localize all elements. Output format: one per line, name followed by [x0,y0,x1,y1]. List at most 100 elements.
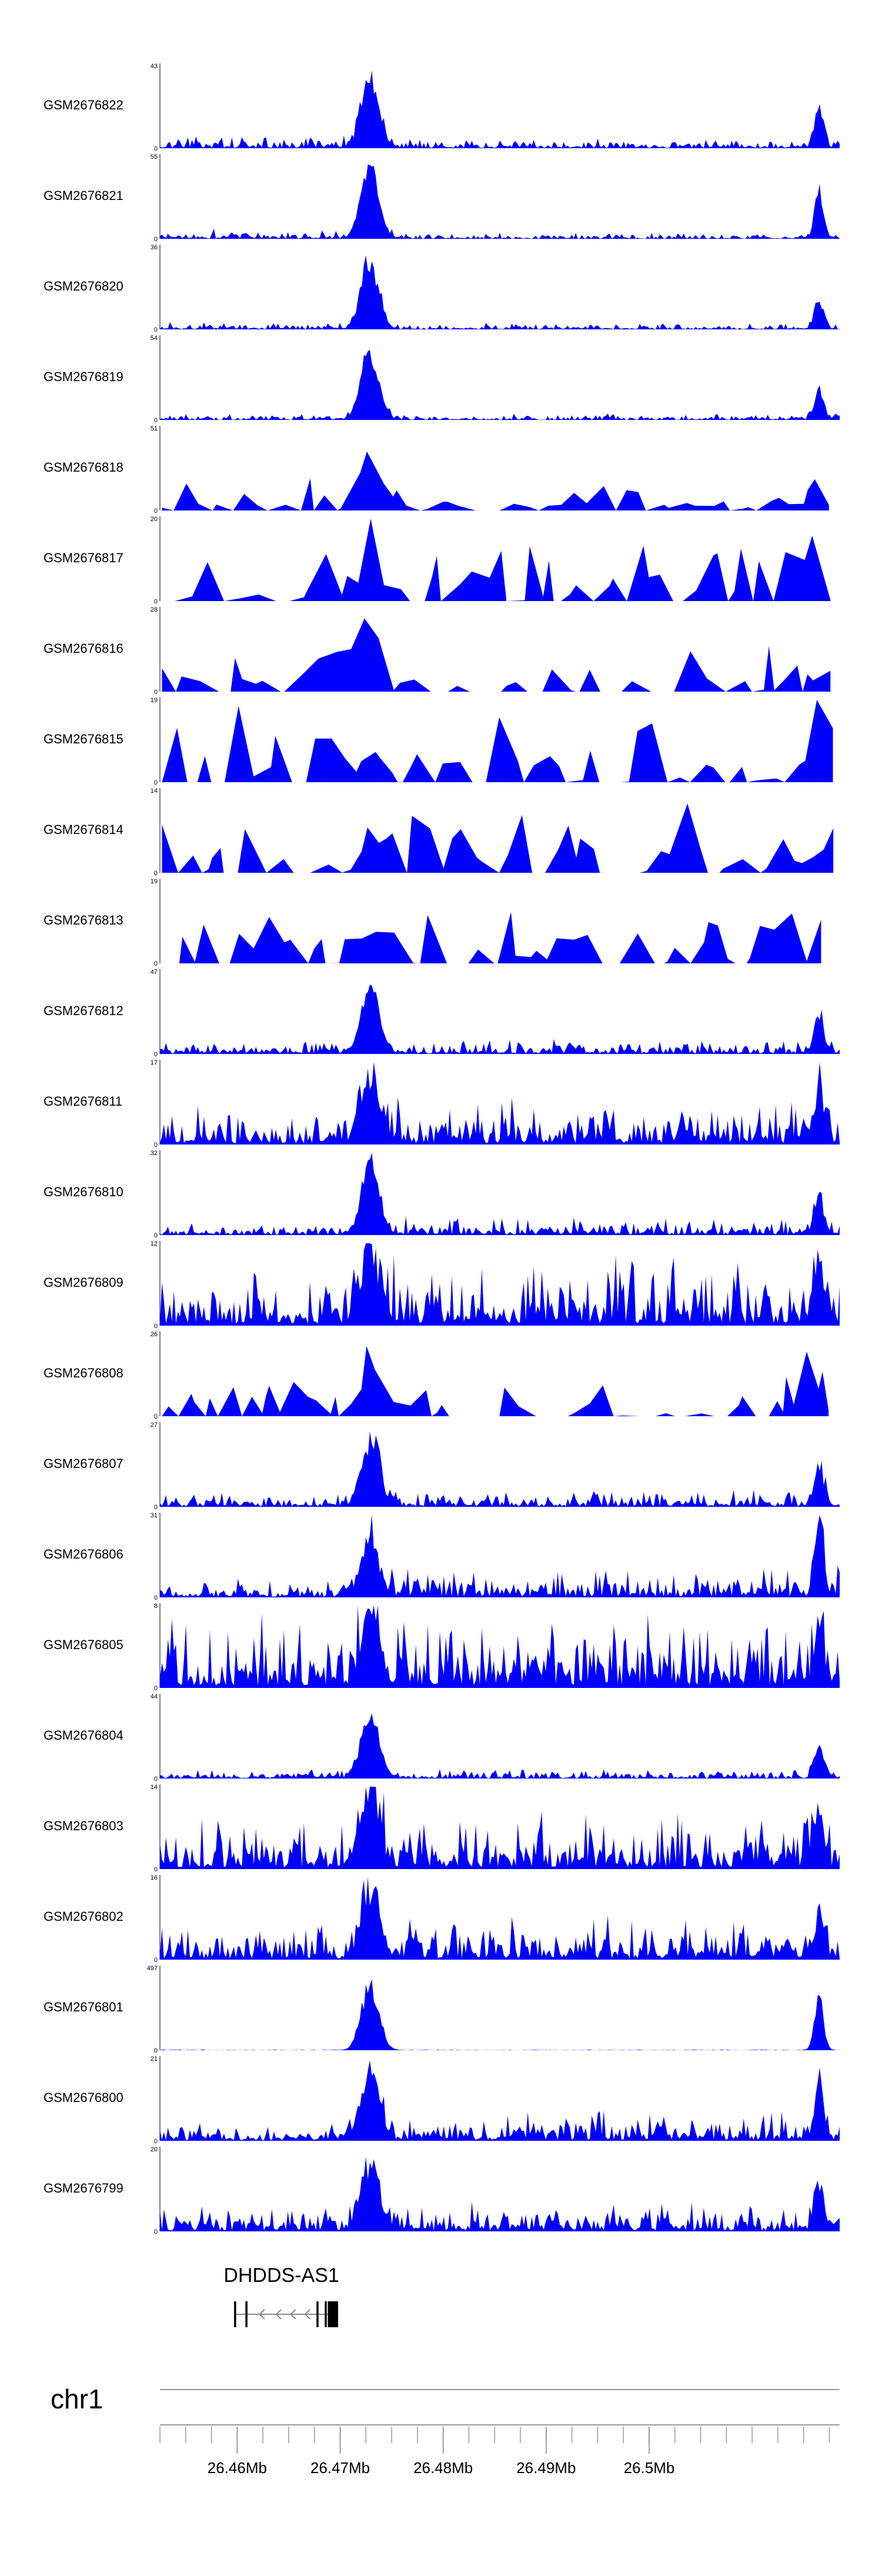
signal-area [162,1346,829,1416]
track-ymin-label: 0 [154,1504,158,1511]
track-label: GSM2676803 [44,1818,123,1833]
signal-area [162,803,834,873]
signal-area [160,1432,840,1507]
track-ymax-label: 55 [151,154,158,161]
track-ymax-label: 21 [151,2056,158,2063]
track-GSM2676803: GSM2676803 14 0 [44,1784,840,1873]
track-GSM2676799: GSM2676799 20 0 [44,2146,840,2235]
track-ymin-label: 0 [154,145,158,152]
track-GSM2676808: GSM2676808 26 0 [44,1331,829,1420]
track-GSM2676801: GSM2676801 497 0 [44,1965,840,2054]
track-ymax-label: 497 [147,1965,158,1972]
track-ymin-label: 0 [154,2138,158,2145]
track-ymax-label: 8 [154,1603,158,1610]
track-ymax-label: 26 [151,1331,158,1338]
track-ymin-label: 0 [154,870,158,877]
signal-area [160,1787,840,1869]
strand-arrow [259,2309,265,2320]
track-ymax-label: 12 [151,1240,158,1247]
track-GSM2676814: GSM2676814 14 0 [44,788,834,877]
track-ymin-label: 0 [154,1594,158,1601]
signal-tracks: GSM2676822430GSM2676821550GSM2676820360G… [44,63,840,2235]
track-GSM2676809: GSM2676809 12 0 [44,1240,840,1330]
signal-area [160,1606,840,1688]
track-ymax-label: 20 [151,2146,158,2153]
track-label: GSM2676819 [44,369,123,384]
track-ymin-label: 0 [154,2047,158,2054]
track-label: GSM2676801 [44,2000,123,2014]
gene-exon [245,2301,248,2327]
track-ymin-label: 0 [154,417,158,424]
track-ymax-label: 28 [151,606,158,613]
track-label: GSM2676806 [44,1547,123,1561]
track-ymax-label: 19 [151,878,158,885]
strand-arrow [304,2309,310,2320]
track-ymin-label: 0 [154,1051,158,1058]
track-GSM2676805: GSM2676805 8 0 [44,1603,840,1692]
track-ymin-label: 0 [154,1776,158,1783]
track-GSM2676819: GSM2676819 54 0 [44,335,840,424]
signal-area [160,164,840,239]
track-ymax-label: 36 [151,244,158,251]
track-GSM2676821: GSM2676821 55 0 [44,154,840,243]
signal-area [162,618,831,692]
track-ymin-label: 0 [154,779,158,786]
track-label: GSM2676822 [44,98,123,112]
track-label: GSM2676805 [44,1637,123,1652]
track-label: GSM2676812 [44,1003,123,1018]
track-GSM2676802: GSM2676802 16 0 [44,1874,840,1964]
track-label: GSM2676821 [44,188,123,203]
track-label: GSM2676814 [44,822,123,837]
axis-tick-label: 26.49Mb [516,2459,576,2477]
track-label: GSM2676810 [44,1184,123,1199]
track-ymax-label: 32 [151,1150,158,1157]
track-GSM2676820: GSM2676820 36 0 [44,244,840,333]
track-ymin-label: 0 [154,236,158,243]
track-ymin-label: 0 [154,598,158,605]
track-label: GSM2676807 [44,1456,123,1471]
track-GSM2676817: GSM2676817 20 0 [44,516,831,605]
signal-area [160,1243,840,1326]
track-ymin-label: 0 [154,1142,158,1149]
track-GSM2676822: GSM2676822 43 0 [44,63,840,152]
track-ymin-label: 0 [154,689,158,696]
signal-area [160,1979,840,2050]
signal-area [162,700,833,782]
track-ymax-label: 20 [151,516,158,523]
track-label: GSM2676802 [44,1909,123,1924]
strand-arrow [290,2309,296,2320]
track-ymax-label: 17 [151,1059,158,1066]
track-GSM2676811: GSM2676811 17 0 [44,1059,840,1149]
track-GSM2676804: GSM2676804 44 0 [44,1693,840,1783]
track-label: GSM2676820 [44,279,123,293]
track-ymax-label: 19 [151,697,158,704]
track-ymin-label: 0 [154,2228,158,2235]
gene-exon [234,2301,236,2327]
signal-area [160,350,840,420]
track-GSM2676812: GSM2676812 47 0 [44,969,840,1058]
track-label: GSM2676811 [44,1094,122,1109]
track-GSM2676806: GSM2676806 31 0 [44,1512,840,1601]
gene-track: DHDDS-AS1 [223,2264,339,2327]
track-GSM2676800: GSM2676800 21 0 [44,2056,840,2145]
signal-area [160,2060,840,2141]
track-label: GSM2676815 [44,732,123,746]
track-label: GSM2676816 [44,641,123,656]
track-label: GSM2676799 [44,2181,123,2195]
signal-area [160,1713,840,1778]
gene-label: DHDDS-AS1 [223,2264,339,2287]
signal-area [162,451,829,510]
gene-exon [328,2301,339,2327]
track-label: GSM2676813 [44,913,123,927]
track-ymax-label: 54 [151,335,158,342]
chromosome-label: chr1 [51,2384,103,2414]
signal-area [162,912,821,963]
track-GSM2676815: GSM2676815 19 0 [44,697,833,786]
track-label: GSM2676804 [44,1728,123,1743]
track-label: GSM2676809 [44,1275,123,1290]
track-GSM2676816: GSM2676816 28 0 [44,606,831,696]
track-ymin-label: 0 [154,960,158,967]
genome-axis: chr1 26.46Mb 26.47Mb 26.48Mb 26.49Mb 26.5Mb [51,2384,840,2477]
track-ymin-label: 0 [154,1685,158,1692]
